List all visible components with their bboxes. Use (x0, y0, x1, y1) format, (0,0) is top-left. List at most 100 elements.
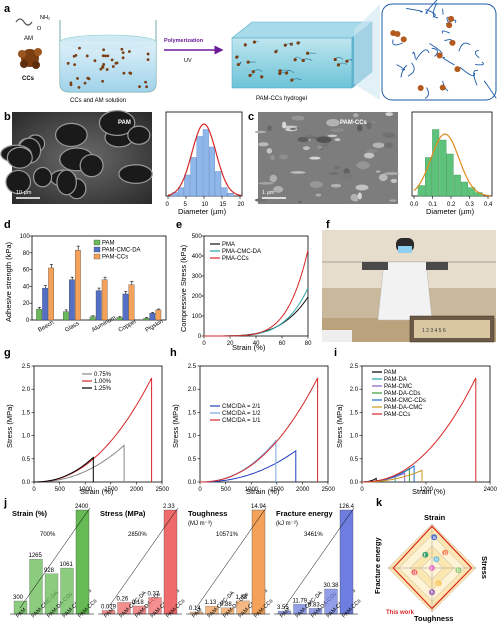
sem-texture-blob (356, 161, 370, 170)
solution-particle (66, 61, 70, 65)
solution-particle (111, 65, 115, 68)
chart-i-ytick-label: 2.0 (350, 387, 359, 393)
chart-d-bar (75, 250, 81, 321)
chart-d-bar (69, 279, 75, 321)
chart-h-legend-label: CMC/DA = 1/2 (222, 411, 261, 417)
solution-particle (104, 54, 107, 58)
hist-c-bar (439, 139, 447, 197)
chart-j-value-label: 1.13 (205, 600, 217, 606)
polymerization-label: Polymerization (164, 38, 204, 44)
sem-texture-blob (291, 115, 305, 121)
chart-h-xtick-label: 2000 (296, 487, 310, 493)
chart-i-ytick-label: 0.5 (350, 457, 359, 463)
hist-b-tick-label: 10 (202, 202, 209, 208)
network-particle (448, 15, 455, 22)
chart-i-ylabel: Stress (MPa) (335, 404, 344, 448)
hydrogel-block (231, 21, 373, 89)
sem-texture-blob (316, 136, 332, 143)
hist-c-bar (446, 153, 454, 197)
chart-k-axis-label: Toughness (414, 614, 453, 623)
chart-d-legend-swatch (93, 246, 101, 253)
ccs-particle (305, 51, 310, 55)
chart-g-ytick-label: 0.0 (22, 480, 31, 486)
chart-k-marker-label: f (424, 553, 426, 559)
chart-d-bar (48, 267, 54, 321)
ccs-particle (243, 43, 247, 47)
chart-e-legend-label: PMA (222, 242, 235, 248)
sem-texture-blob (366, 122, 372, 130)
sem-texture-blob (257, 142, 269, 147)
chart-i-legend-label: PAM-DA-CMC (384, 405, 423, 411)
panel-j: j Strain (%)700%300PAM1265PAM-CMC-DA928P… (3, 497, 363, 619)
chart-d-category-label: Beech (37, 320, 55, 334)
sem-pore (118, 164, 153, 184)
hist-b-tick-label: 0 (166, 202, 170, 208)
ccs-particle (290, 78, 294, 82)
chart-d-ytick-label: 100 (20, 234, 31, 240)
sem-pore (32, 166, 53, 188)
hist-b-bar (221, 187, 228, 197)
chart-h-xtick-label: 1000 (245, 487, 259, 493)
hist-b-bar (190, 157, 197, 197)
network-particle (400, 36, 407, 43)
chart-j-value-label: 928 (44, 568, 55, 574)
sem-texture-blob (340, 173, 354, 180)
solution-particle (127, 50, 131, 53)
chart-e-xtick-label: 40 (253, 341, 260, 347)
chart-g-xtick-label: 1500 (104, 487, 118, 493)
sem-texture-blob (356, 124, 363, 132)
chart-h-axes-frame (199, 365, 329, 483)
network-particle (436, 52, 443, 59)
sem-pore (6, 146, 33, 169)
network-zoom (381, 0, 497, 101)
ccs-particle (248, 73, 252, 77)
chart-i-legend-label: PAM-CMC (384, 384, 413, 390)
chart-d-bar (36, 308, 42, 321)
chart-k-this-work-polygon (392, 525, 473, 610)
chart-d-bar (63, 311, 69, 321)
chart-h-series-line (200, 377, 319, 483)
solution-particle (122, 71, 126, 75)
panel-label-b: b (4, 111, 11, 123)
solution-particle (115, 61, 119, 65)
hist-b-bar (184, 174, 191, 197)
chart-i-legend-label: PAM-DA-CDs (384, 391, 421, 397)
chart-j-value-label: 0.079 (101, 604, 117, 610)
solution-particle (106, 54, 110, 58)
chart-j-trend-line (283, 507, 355, 609)
ccs-particle (260, 75, 264, 79)
sem-texture-blob (371, 121, 378, 124)
sem-pores (0, 110, 153, 200)
sem-texture-blob (378, 173, 388, 182)
photo-lifting-demo: 1 2 3 4 5 6 (322, 230, 496, 343)
chart-e-series-line (204, 249, 309, 337)
chart-j-increase-label: 3461% (304, 532, 323, 538)
solution-particle (99, 67, 103, 71)
ccs-particle (236, 62, 240, 67)
chart-g-xtick-label: 2000 (130, 487, 144, 493)
panel-f: f 1 2 3 4 5 6 (322, 219, 496, 343)
chart-j-increase-label: 700% (40, 532, 56, 538)
network-chain (412, 51, 416, 59)
ccs-particle (235, 55, 239, 59)
sem-texture-blob (383, 172, 400, 176)
hydrogel-label: PAM-CCs hydrogel (256, 96, 307, 102)
hist-b-tick-label: 15 (220, 202, 227, 208)
chart-k-axis-label: Stress (480, 556, 489, 579)
chart-k-marker-label: d (413, 570, 416, 576)
hist-c-tick-label: 0.4 (484, 202, 493, 208)
chart-j-value-label: 0.37 (148, 591, 160, 597)
chart-e-legend-label: PMA-CCs (222, 256, 249, 262)
chart-d-ytick-label: 80 (23, 251, 30, 257)
chart-d-category-label: Copper (118, 319, 138, 334)
chart-g-ytick-label: 1.5 (22, 410, 31, 416)
chart-k-this-work-label: This work (386, 610, 415, 616)
chart-g-series-line (34, 444, 125, 483)
chart-j-value-label: 126.4 (339, 504, 355, 510)
solution-particle (128, 71, 132, 75)
ccs-particle (336, 63, 341, 67)
chart-g-ytick-label: 2.5 (22, 364, 31, 370)
sem-texture-blob (278, 154, 288, 160)
solution-particle (110, 58, 114, 62)
